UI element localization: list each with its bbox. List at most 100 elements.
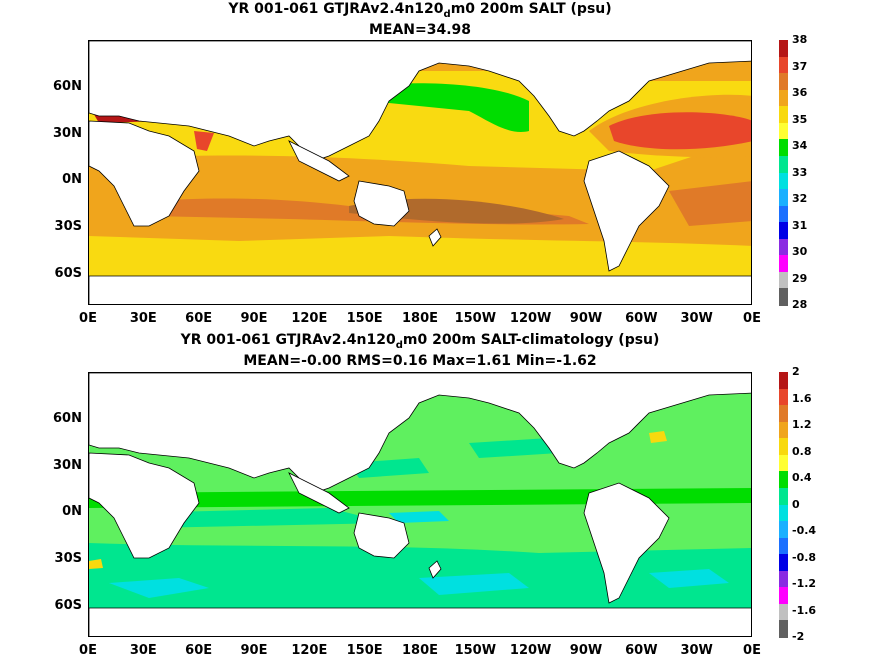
colorbar-tick-label: -2	[792, 630, 805, 643]
colorbar-swatch	[779, 56, 788, 74]
colorbar-tick-label: 34	[792, 139, 808, 152]
colorbar-swatch	[779, 122, 788, 140]
colorbar-tick-label: 0.4	[792, 471, 812, 484]
colorbar-swatch	[779, 454, 788, 472]
colorbar-tick-label: 29	[792, 271, 808, 285]
x-tick-label: 0E	[743, 643, 761, 658]
colorbar-tick-label: 1.6	[792, 391, 812, 405]
x-tick-label: 120E	[291, 643, 328, 658]
colorbar-swatch	[779, 405, 788, 423]
colorbar-swatch	[779, 271, 788, 289]
y-tick-label: 30S	[54, 551, 82, 567]
x-tick-label: 90W	[569, 311, 603, 326]
chart1-subtitle: MEAN=34.98	[368, 22, 472, 38]
x-tick-label: 90E	[240, 311, 268, 326]
colorbar-swatch	[779, 554, 788, 572]
colorbar-swatch	[779, 421, 788, 439]
colorbar-swatch	[779, 288, 788, 306]
colorbar-swatch	[779, 372, 788, 390]
x-tick-label: 0E	[79, 311, 97, 326]
colorbar-tick-label: -0.8	[792, 550, 817, 564]
colorbar-tick-label: 0.8	[792, 444, 812, 458]
chart2-map	[88, 372, 752, 637]
colorbar-swatch	[779, 438, 788, 456]
chart2-colorbar	[779, 372, 788, 638]
colorbar-tick-label: 30	[792, 245, 808, 258]
colorbar-swatch	[779, 139, 788, 157]
colorbar-tick-label: 2	[792, 365, 800, 378]
colorbar-tick-label: 35	[792, 112, 808, 126]
colorbar-swatch	[779, 106, 788, 124]
colorbar-swatch	[779, 238, 788, 256]
colorbar-swatch	[779, 89, 788, 107]
colorbar-swatch	[779, 189, 788, 207]
colorbar-tick-label: 0	[792, 497, 800, 511]
x-tick-label: 90W	[569, 643, 603, 658]
chart1-land	[89, 41, 751, 304]
chart1-colorbar	[779, 40, 788, 306]
x-tick-label: 0E	[79, 643, 97, 658]
chart1-map	[88, 40, 752, 305]
colorbar-swatch	[779, 620, 788, 638]
colorbar-tick-label: -1.6	[792, 603, 817, 617]
y-tick-label: 0N	[62, 172, 82, 188]
colorbar-tick-label: -1.2	[792, 577, 817, 590]
x-tick-label: 30W	[680, 311, 713, 326]
chart2-title: YR 001-061 GTJRAv2.4n120dm0 200m SALT-cl…	[180, 332, 660, 351]
colorbar-swatch	[779, 603, 788, 621]
y-tick-label: 60S	[54, 597, 82, 613]
x-tick-label: 0E	[743, 311, 761, 326]
y-tick-label: 60N	[53, 410, 82, 426]
x-tick-label: 120W	[509, 643, 552, 658]
colorbar-tick-label: 36	[792, 86, 808, 99]
chart2-subtitle: MEAN=-0.00 RMS=0.16 Max=1.61 Min=-1.62	[243, 353, 597, 369]
colorbar-tick-label: 37	[792, 59, 808, 73]
colorbar-tick-label: 1.2	[792, 418, 812, 431]
colorbar-swatch	[779, 521, 788, 539]
x-tick-label: 30W	[680, 643, 713, 658]
y-tick-label: 0N	[62, 504, 82, 520]
colorbar-swatch	[779, 487, 788, 505]
chart2-land	[89, 373, 751, 636]
y-tick-label: 60N	[53, 78, 82, 94]
chart2-field-so	[89, 543, 751, 608]
colorbar-swatch	[779, 255, 788, 273]
colorbar-tick-label: 28	[792, 298, 808, 311]
x-tick-label: 150W	[454, 311, 497, 326]
y-tick-label: 60S	[54, 265, 82, 281]
colorbar-swatch	[779, 388, 788, 406]
x-tick-label: 30E	[129, 311, 157, 326]
colorbar-swatch	[779, 73, 788, 91]
chart1-field-npac	[364, 83, 529, 132]
x-tick-label: 120W	[509, 311, 552, 326]
colorbar-swatch	[779, 504, 788, 522]
colorbar-tick-label: 33	[792, 165, 808, 179]
colorbar-swatch	[779, 205, 788, 223]
x-tick-label: 60W	[625, 311, 658, 326]
colorbar-swatch	[779, 587, 788, 605]
colorbar-tick-label: 38	[792, 33, 808, 46]
colorbar-tick-label: -0.4	[792, 524, 817, 537]
colorbar-swatch	[779, 570, 788, 588]
y-tick-label: 30N	[53, 457, 82, 473]
x-tick-label: 60E	[185, 311, 213, 326]
x-tick-label: 150E	[346, 311, 383, 326]
x-tick-label: 60W	[625, 643, 658, 658]
colorbar-swatch	[779, 40, 788, 58]
y-tick-label: 30N	[53, 125, 82, 141]
chart1-title: YR 001-061 GTJRAv2.4n120dm0 200m SALT (p…	[228, 1, 612, 20]
x-tick-label: 150W	[454, 643, 497, 658]
x-tick-label: 180E	[401, 643, 439, 658]
colorbar-swatch	[779, 537, 788, 555]
x-tick-label: 150E	[346, 643, 383, 658]
x-tick-label: 180E	[401, 311, 439, 326]
colorbar-swatch	[779, 471, 788, 489]
y-tick-label: 30S	[54, 219, 82, 235]
colorbar-swatch	[779, 155, 788, 173]
x-tick-label: 60E	[185, 643, 213, 658]
x-tick-label: 120E	[291, 311, 328, 326]
x-tick-label: 90E	[240, 643, 268, 658]
colorbar-swatch	[779, 172, 788, 190]
colorbar-tick-label: 31	[792, 218, 808, 232]
colorbar-tick-label: 32	[792, 192, 808, 205]
